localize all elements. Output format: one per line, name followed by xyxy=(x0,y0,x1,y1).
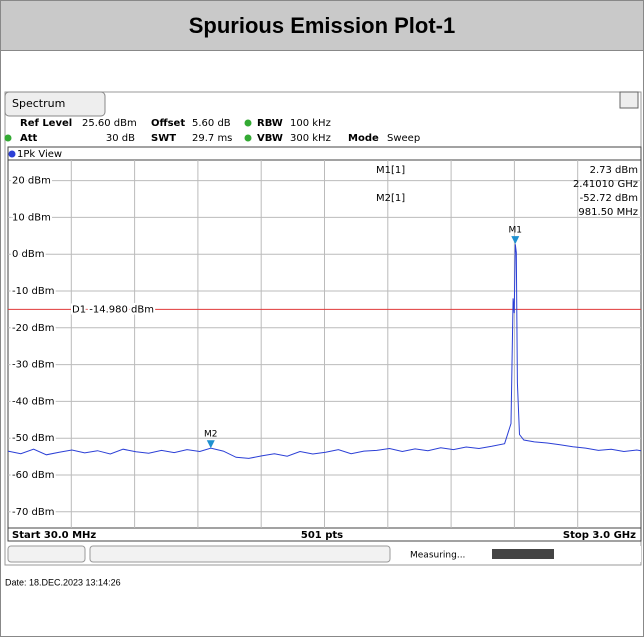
marker-table-y: -52.72 dBm xyxy=(580,193,638,204)
status-text: Measuring... xyxy=(410,551,465,561)
date: Date: 18.DEC.2023 13:14:26 xyxy=(5,577,121,587)
tab-label: Spectrum xyxy=(12,97,65,110)
indicator xyxy=(244,119,252,127)
stop-label: Stop 3.0 GHz xyxy=(563,530,636,541)
setting-value: 29.7 ms xyxy=(192,133,232,144)
y-tick-label: -30 dBm xyxy=(12,360,54,371)
trace-indicator xyxy=(8,150,16,158)
setting-label: SWT xyxy=(151,133,176,144)
y-tick-label: -50 dBm xyxy=(12,433,54,444)
setting-label: Att xyxy=(20,133,38,144)
tab[interactable] xyxy=(4,91,106,117)
marker xyxy=(206,440,215,449)
threshold-label: D1 -14.980 dBm xyxy=(72,304,154,315)
setting-value: 30 dB xyxy=(106,133,135,144)
status-box xyxy=(89,545,391,563)
status-box xyxy=(7,545,86,563)
y-tick-label: -40 dBm xyxy=(12,396,54,407)
setting-label: RBW xyxy=(257,118,283,129)
points-label: 501 pts xyxy=(301,530,343,541)
marker-table-name: M1[1] xyxy=(376,165,405,176)
title: Spurious Emission Plot-1 xyxy=(189,13,455,38)
setting-label: Offset xyxy=(151,118,185,129)
marker-table-x: 981.50 MHz xyxy=(578,207,638,218)
setting-value: 25.60 dBm xyxy=(82,118,137,129)
setting-label: VBW xyxy=(257,133,283,144)
marker-label: M1 xyxy=(509,226,523,236)
menu-icon[interactable] xyxy=(619,91,639,109)
setting-value: 5.60 dB xyxy=(192,118,231,129)
y-tick-label: 20 dBm xyxy=(12,176,51,187)
progress-bar xyxy=(492,549,554,559)
marker-label: M2 xyxy=(204,430,218,440)
y-tick-label: 0 dBm xyxy=(12,249,45,260)
indicator xyxy=(244,134,252,142)
marker xyxy=(511,236,520,245)
marker-table-name: M2[1] xyxy=(376,193,405,204)
setting-value: 300 kHz xyxy=(290,133,331,144)
y-tick-label: 10 dBm xyxy=(12,212,51,223)
y-tick-label: -20 dBm xyxy=(12,323,54,334)
marker-table-x: 2.41010 GHz xyxy=(573,179,638,190)
y-tick-label: -60 dBm xyxy=(12,470,54,481)
setting-label: Ref Level xyxy=(20,118,72,129)
title-bar xyxy=(0,0,644,51)
y-tick-label: -10 dBm xyxy=(12,286,54,297)
setting-label: Mode xyxy=(348,133,379,144)
indicator xyxy=(4,134,12,142)
setting-value: 100 kHz xyxy=(290,118,331,129)
marker-table-y: 2.73 dBm xyxy=(590,165,638,176)
start-label: Start 30.0 MHz xyxy=(12,530,96,541)
y-tick-label: -70 dBm xyxy=(12,507,54,518)
view-label: 1Pk View xyxy=(17,149,62,160)
setting-value: Sweep xyxy=(387,133,420,144)
trace xyxy=(7,244,642,459)
